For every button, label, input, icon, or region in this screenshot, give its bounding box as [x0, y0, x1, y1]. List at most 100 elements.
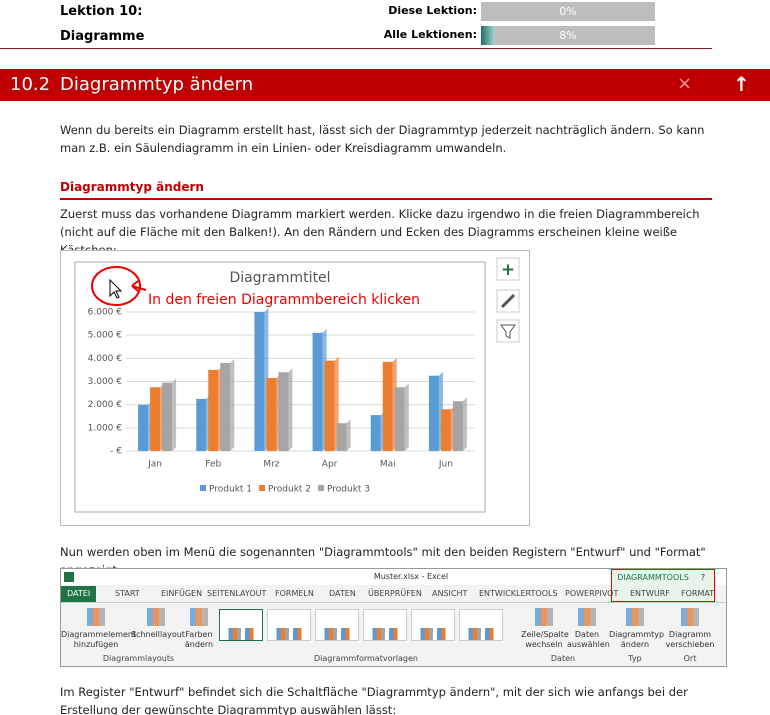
- section-bar: 10.2 Diagrammtyp ändern × ↑: [0, 69, 770, 101]
- y-tick-label: 5.000 €: [88, 331, 123, 341]
- style-thumbnail[interactable]: [219, 609, 263, 641]
- ribbon-group: Ort: [683, 654, 697, 663]
- ribbon-group: Daten: [550, 654, 576, 663]
- legend-label: Produkt 3: [327, 485, 370, 495]
- style-thumbnail[interactable]: [459, 609, 503, 641]
- context-label: DIAGRAMMTOOLS: [617, 573, 689, 582]
- bar: [324, 360, 335, 451]
- style-thumbnail[interactable]: [411, 609, 455, 641]
- ribbon-tab[interactable]: ÜBERPRÜFEN: [368, 589, 422, 598]
- x-tick-label: Mai: [380, 460, 396, 470]
- window-title: Muster.xlsx - Excel: [373, 572, 449, 581]
- side-buttons: +: [496, 257, 520, 343]
- legend-swatch: [318, 485, 324, 491]
- ribbon-icon: [147, 608, 165, 626]
- ribbon-tab[interactable]: ANSICHT: [432, 589, 468, 598]
- ribbon-tab[interactable]: ENTWURF: [630, 589, 670, 598]
- annotation: In den freien Diagrammbereich klicken: [148, 292, 420, 308]
- ribbon-tab[interactable]: EINFÜGEN: [161, 589, 203, 598]
- bar: [266, 378, 277, 451]
- ribbon-button[interactable]: Diagrammelement hinzufügen: [61, 630, 137, 649]
- bar-side: [346, 419, 351, 451]
- y-tick-label: 1.000 €: [88, 423, 123, 433]
- y-tick-label: 6.000 €: [88, 308, 123, 318]
- section-number: 10.2: [10, 74, 51, 95]
- tab-line: [61, 602, 726, 603]
- brush-icon: [500, 293, 516, 309]
- ribbon-tab[interactable]: FORMAT: [681, 589, 715, 598]
- section-title: Diagrammtyp ändern: [60, 74, 254, 95]
- bar: [162, 382, 173, 451]
- add-element-button[interactable]: [496, 257, 520, 281]
- lesson: Lektion 10:: [60, 4, 143, 19]
- ribbon-icon: [190, 608, 208, 626]
- ribbon-tab[interactable]: SEITENLAYOUT: [207, 589, 267, 598]
- ribbon-icon: [681, 608, 699, 626]
- excel-icon: [64, 572, 74, 582]
- step3: Im Register "Entwurf" befindet sich die …: [60, 685, 688, 715]
- progress-text: 8%: [559, 29, 577, 42]
- ribbon: Muster.xlsx - Excel DIAGRAMMTOOLS ? DATE…: [60, 568, 727, 667]
- ribbon-tab[interactable]: ENTWICKLERTOOLS: [479, 589, 558, 598]
- bar-side: [288, 368, 293, 451]
- style-thumbnail[interactable]: [315, 609, 359, 641]
- ribbon-tab[interactable]: POWERPIVOT: [565, 589, 619, 598]
- bar: [254, 312, 265, 451]
- ribbon-icon: [626, 608, 644, 626]
- help[interactable]: ?: [700, 573, 706, 582]
- bar: [382, 361, 393, 451]
- bar: [278, 372, 289, 451]
- x-tick-label: Jan: [147, 460, 162, 470]
- title-bar: [61, 569, 726, 585]
- bar: [428, 375, 439, 451]
- x-tick-label: Apr: [322, 460, 338, 470]
- ribbon-tab[interactable]: START: [115, 589, 140, 598]
- add-element-icon: +: [501, 260, 515, 280]
- subheading: Diagrammtyp ändern: [60, 180, 204, 194]
- ribbon-button[interactable]: Diagramm verschieben: [665, 630, 715, 649]
- up-button[interactable]: ↑: [733, 72, 750, 96]
- intro: Wenn du bereits ein Diagramm erstellt ha…: [60, 123, 705, 155]
- chart-screenshot: In den freien Diagrammbereich klicken Di…: [60, 250, 530, 526]
- x-tick-label: Feb: [205, 460, 221, 470]
- ribbon-tab[interactable]: DATEI: [61, 586, 97, 602]
- ribbon-button[interactable]: Farben ändern: [184, 630, 214, 649]
- style-thumbnail[interactable]: [267, 609, 311, 641]
- filter-button[interactable]: [496, 319, 520, 343]
- bar-side: [404, 383, 409, 451]
- ribbon-tab[interactable]: FORMELN: [275, 589, 314, 598]
- progress-bar: 0%: [481, 2, 655, 21]
- bar: [150, 387, 161, 451]
- legend-swatch: [259, 485, 265, 491]
- divider: [0, 48, 712, 49]
- chart-title: Diagrammtitel: [229, 270, 330, 286]
- progress-bar: 8%: [481, 26, 655, 45]
- progress-label: Alle Lektionen:: [383, 28, 477, 41]
- highlight: [91, 266, 141, 306]
- bar: [394, 387, 405, 451]
- topic: Diagramme: [60, 29, 145, 44]
- bar: [370, 415, 381, 451]
- ribbon-button[interactable]: Daten auswählen: [567, 630, 610, 649]
- ribbon-button[interactable]: Diagrammtyp ändern: [609, 630, 665, 649]
- ribbon-tab[interactable]: DATEN: [329, 589, 356, 598]
- subheading-line: [60, 198, 712, 200]
- bar: [336, 423, 347, 451]
- progress-fill: [481, 26, 495, 45]
- bar: [440, 409, 451, 451]
- ribbon-icon: [87, 608, 105, 626]
- ribbon-button[interactable]: Zeile/Spalte wechseln: [521, 630, 569, 649]
- bar-side: [462, 397, 467, 451]
- bar: [452, 401, 463, 451]
- progress-label: Diese Lektion:: [388, 4, 477, 17]
- bar: [220, 362, 231, 451]
- ribbon-group: Typ: [628, 654, 642, 663]
- legend-label: Produkt 2: [268, 485, 311, 495]
- ribbon-button[interactable]: Schnelllayout: [131, 630, 185, 639]
- style-thumbnail[interactable]: [363, 609, 407, 641]
- context-box: [611, 569, 715, 602]
- close-button[interactable]: ×: [677, 73, 693, 94]
- legend-swatch: [200, 485, 206, 491]
- x-tick-label: Mrz: [263, 460, 279, 470]
